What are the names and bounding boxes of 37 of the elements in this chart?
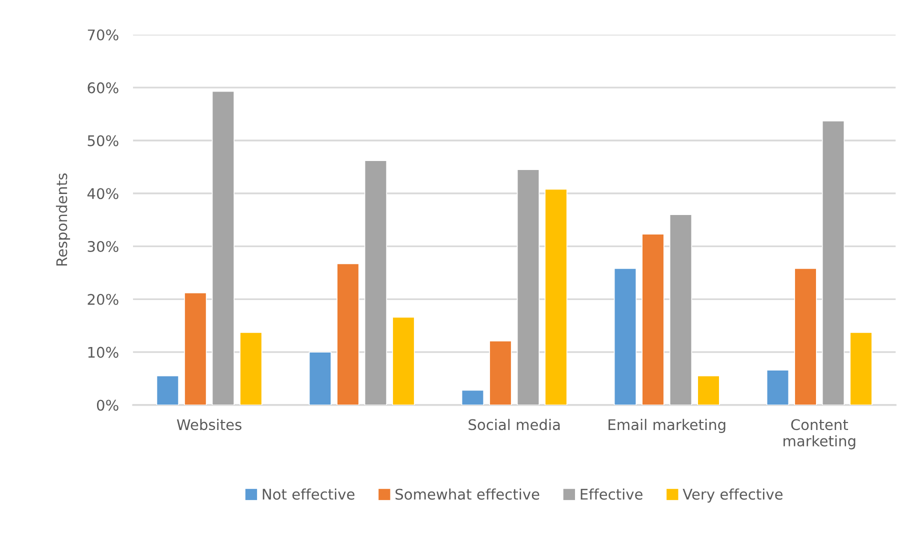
bar <box>642 234 664 405</box>
y-tick-label: 70% <box>88 29 118 40</box>
legend-label: Very effective <box>682 488 783 503</box>
y-tick-label: 20% <box>88 294 118 305</box>
x-tick-label: Social media <box>468 418 560 430</box>
bar <box>308 352 332 405</box>
bar <box>489 340 512 405</box>
bar <box>336 263 360 405</box>
bar <box>184 292 207 405</box>
bar <box>364 160 388 405</box>
bar <box>461 390 484 405</box>
bar <box>212 90 234 405</box>
bar <box>794 268 817 405</box>
bar <box>697 375 720 405</box>
y-tick-label: 50% <box>88 135 118 146</box>
bar <box>766 370 790 405</box>
y-tick-label: 10% <box>88 346 118 358</box>
bar <box>850 332 872 405</box>
bar <box>516 169 540 405</box>
y-tick-label: 40% <box>87 188 118 200</box>
y-axis-title: Respondents <box>56 173 70 266</box>
legend-label: Not effective <box>262 488 354 500</box>
y-tick-label: 30% <box>88 241 118 252</box>
x-tick-label: Content marketing <box>784 419 856 450</box>
y-tick-label: 60% <box>88 82 118 94</box>
bar <box>669 214 692 405</box>
bar <box>544 188 568 405</box>
y-tick-label: 0% <box>96 400 118 411</box>
x-tick-label: Websites <box>176 418 242 430</box>
x-tick-label: Email marketing <box>608 418 726 433</box>
legend-label: Somewhat effective <box>396 488 540 500</box>
bar <box>156 375 179 405</box>
bar <box>614 268 637 405</box>
legend-label: Effective <box>580 488 642 500</box>
bar <box>822 120 845 405</box>
bar <box>392 316 415 405</box>
bar <box>240 332 262 405</box>
